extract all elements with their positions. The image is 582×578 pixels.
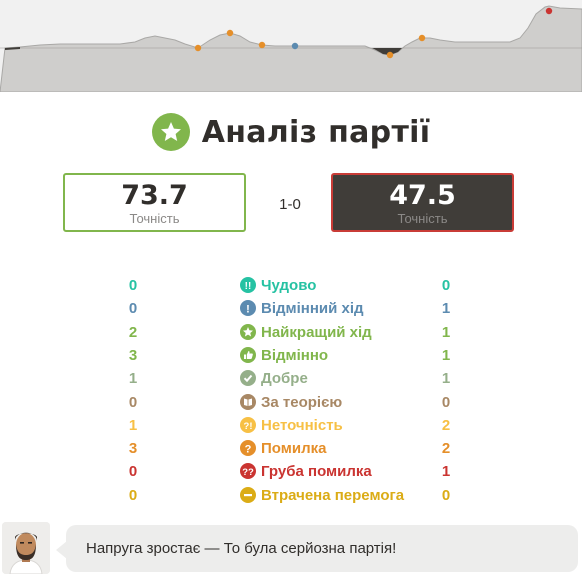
classification-row: 0 За теорією 0 <box>0 391 582 414</box>
white-accuracy-box: 73.7 Точність <box>63 173 246 232</box>
classification-row: 3? Помилка 2 <box>0 437 582 460</box>
classification-row: 0?? Груба помилка 1 <box>0 460 582 483</box>
white-count: 0 <box>128 486 138 504</box>
white-count: 3 <box>128 440 138 458</box>
blunder-point[interactable] <box>545 7 553 15</box>
mistake-point[interactable] <box>258 41 266 49</box>
black-count: 1 <box>441 323 451 341</box>
classification-row: 1?! Неточність 2 <box>0 414 582 437</box>
classification-label: Втрачена перемога <box>261 486 405 504</box>
mistake-point[interactable] <box>226 29 234 37</box>
classification-row: 0!! Чудово 0 <box>0 274 582 297</box>
white-count: 2 <box>128 323 138 341</box>
start-marker <box>5 47 20 50</box>
mistake-point[interactable] <box>418 34 426 42</box>
coach-speech-bubble: Напруга зростає — То була серйозна парті… <box>56 525 578 572</box>
white-count: 1 <box>128 416 138 434</box>
black-count: 1 <box>441 346 451 364</box>
blunder-icon: ?? <box>240 463 256 480</box>
mistake-point[interactable] <box>386 51 394 59</box>
white-count: 3 <box>128 346 138 364</box>
black-count: 0 <box>441 277 451 294</box>
white-accuracy-value: 73.7 <box>121 180 188 211</box>
black-count: 0 <box>441 486 451 504</box>
evaluation-area <box>0 5 582 92</box>
evaluation-graph-svg <box>0 5 582 92</box>
classification-label: Відмінний хід <box>261 300 364 318</box>
best-move-icon <box>240 323 256 340</box>
coach-panel: Напруга зростає — То була серйозна парті… <box>0 522 582 578</box>
classification-label: Відмінно <box>261 346 329 364</box>
game-result: 1-0 <box>279 196 301 213</box>
svg-text:!!: !! <box>245 281 252 292</box>
classification-row: 3 Відмінно 1 <box>0 344 582 367</box>
great-move-icon: ! <box>240 300 256 317</box>
classification-label: Чудово <box>261 277 317 294</box>
coach-message: Напруга зростає — То була серйозна парті… <box>86 540 397 557</box>
svg-text:?: ? <box>245 444 252 456</box>
great-move-point[interactable] <box>291 42 299 50</box>
black-accuracy-label: Точність <box>397 211 448 226</box>
svg-text:??: ?? <box>242 467 254 478</box>
coach-avatar <box>2 522 50 574</box>
black-count: 1 <box>441 463 451 481</box>
svg-text:!: ! <box>246 304 250 316</box>
classification-label: Добре <box>261 370 308 388</box>
book-icon <box>240 393 256 410</box>
analysis-header: Аналіз партії <box>0 112 582 152</box>
white-count: 0 <box>128 300 138 318</box>
mistake-point[interactable] <box>194 44 202 52</box>
classification-row: 2 Найкращий хід 1 <box>0 321 582 344</box>
classification-label: За теорією <box>261 393 343 411</box>
classification-label: Неточність <box>261 416 343 434</box>
classification-row: 0! Відмінний хід 1 <box>0 297 582 320</box>
classification-label: Найкращий хід <box>261 323 372 341</box>
black-count: 1 <box>441 370 451 388</box>
white-count: 1 <box>128 370 138 388</box>
star-icon <box>151 113 190 151</box>
svg-text:?!: ?! <box>244 421 253 432</box>
black-advantage-area <box>372 48 402 55</box>
white-count: 0 <box>128 393 138 411</box>
black-count: 1 <box>441 300 451 318</box>
mistake-icon: ? <box>240 440 256 457</box>
classification-row: 1 Добре 1 <box>0 367 582 390</box>
page-title: Аналіз партії <box>201 114 431 150</box>
brilliant-icon: !! <box>240 277 256 293</box>
good-icon <box>240 370 256 387</box>
evaluation-graph[interactable] <box>0 0 582 92</box>
black-count: 2 <box>441 416 451 434</box>
black-accuracy-box: 47.5 Точність <box>331 173 514 232</box>
black-count: 2 <box>441 440 451 458</box>
black-accuracy-value: 47.5 <box>389 180 456 211</box>
white-accuracy-label: Точність <box>129 211 180 226</box>
white-count: 0 <box>128 277 138 294</box>
excellent-icon <box>240 346 256 363</box>
inaccuracy-icon: ?! <box>240 416 256 433</box>
classification-label: Груба помилка <box>261 463 372 481</box>
white-count: 0 <box>128 463 138 481</box>
classification-label: Помилка <box>261 440 327 458</box>
classification-row: 0 Втрачена перемога 0 <box>0 484 582 507</box>
missed-win-icon <box>240 486 256 503</box>
black-count: 0 <box>441 393 451 411</box>
